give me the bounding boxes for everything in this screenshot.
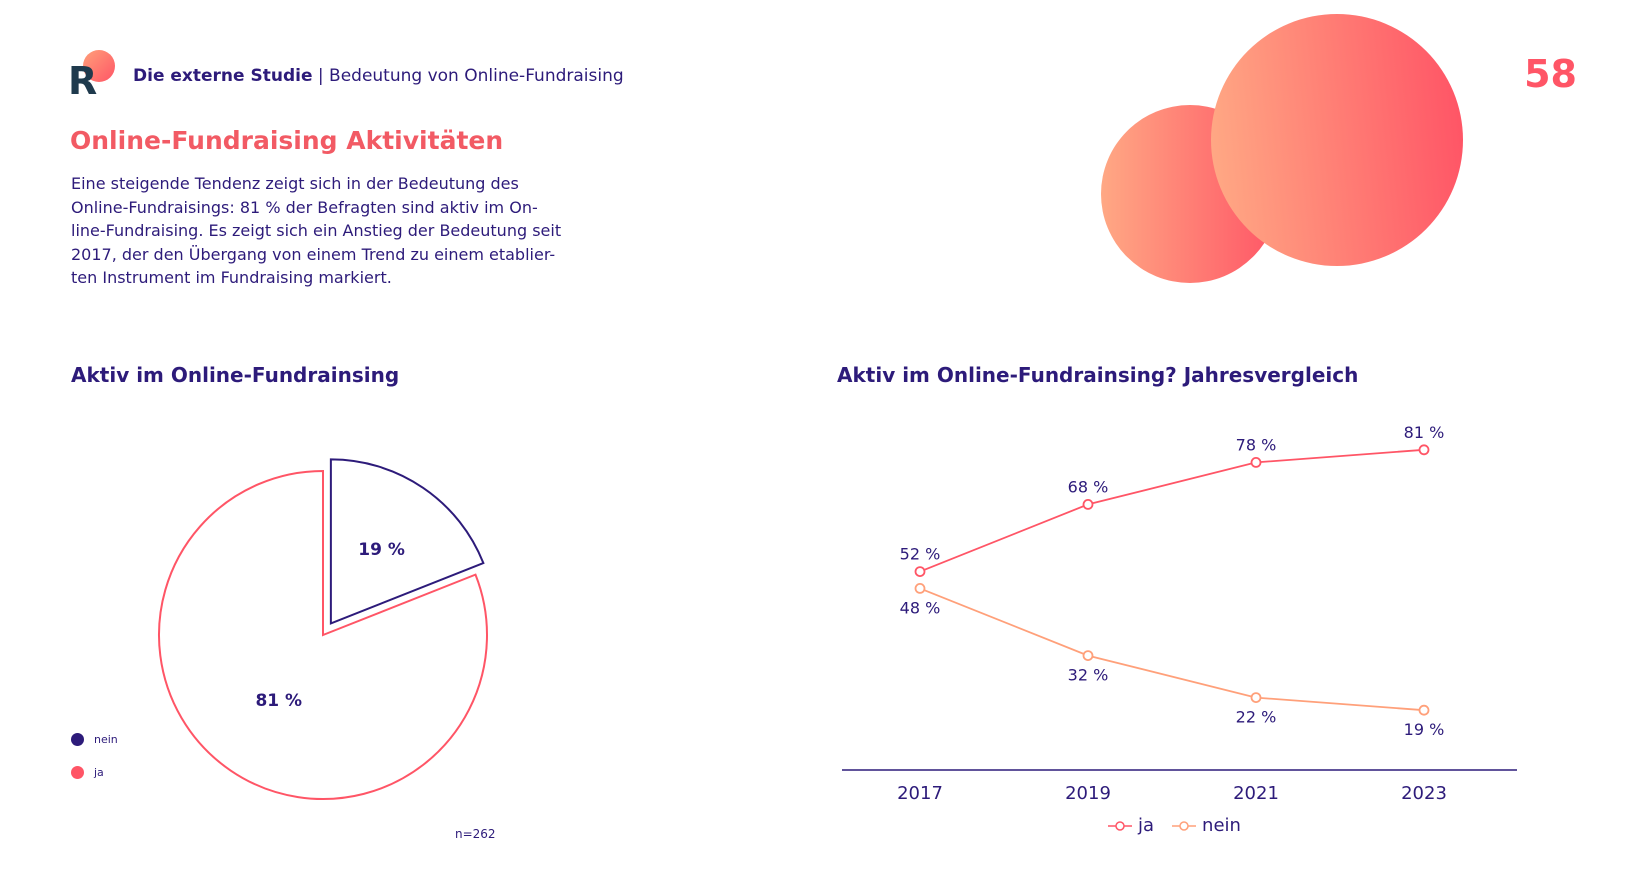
data-label-nein: 22 % bbox=[1236, 708, 1277, 727]
large-circle bbox=[1211, 14, 1463, 266]
sample-size-note: n=262 bbox=[455, 827, 496, 841]
legend-marker-nein-icon bbox=[1172, 820, 1197, 831]
x-tick-label: 2021 bbox=[1233, 783, 1279, 804]
page-number: 58 bbox=[1524, 52, 1577, 96]
series-line-nein bbox=[919, 587, 1425, 712]
line-legend-label-nein: nein bbox=[1202, 815, 1241, 836]
data-point-ja bbox=[1418, 444, 1430, 456]
intro-line: 2017, der den Übergang von einem Trend z… bbox=[71, 244, 556, 264]
data-point-nein bbox=[1082, 650, 1094, 662]
legend-marker-ja-icon bbox=[1108, 820, 1132, 831]
data-label-nein: 19 % bbox=[1404, 720, 1445, 739]
legend-label-ja: ja bbox=[94, 766, 104, 779]
intro-line: line-Fundraising. Es zeigt sich ein Anst… bbox=[71, 221, 562, 240]
line-legend-item-ja: ja bbox=[1108, 815, 1154, 836]
data-label-nein: 32 % bbox=[1068, 666, 1109, 685]
pie-chart-title: Aktiv im Online-Fundrainsing bbox=[71, 363, 400, 387]
decorative-circles bbox=[1100, 10, 1470, 290]
data-point-nein bbox=[914, 582, 926, 594]
pie-legend-item-ja: ja bbox=[71, 766, 104, 779]
header-topic: Bedeutung von Online-Fundraising bbox=[329, 66, 624, 86]
data-label-ja: 52 % bbox=[900, 545, 941, 564]
pie-label-ja: 81 % bbox=[255, 691, 302, 711]
legend-swatch-ja bbox=[71, 766, 84, 779]
legend-swatch-nein bbox=[71, 733, 84, 746]
x-tick-label: 2023 bbox=[1401, 783, 1447, 804]
line-legend-label-ja: ja bbox=[1138, 815, 1155, 836]
line-chart-title: Aktiv im Online-Fundrainsing? Jahresverg… bbox=[837, 363, 1359, 387]
data-point-ja bbox=[914, 566, 926, 578]
x-tick-label: 2017 bbox=[897, 783, 943, 804]
intro-line: Eine steigende Tendenz zeigt sich in der… bbox=[71, 174, 519, 193]
data-point-nein bbox=[1250, 692, 1262, 704]
data-label-ja: 81 % bbox=[1404, 423, 1445, 442]
data-point-ja bbox=[1250, 457, 1262, 468]
logo-letter: R bbox=[68, 59, 97, 96]
data-point-ja bbox=[1082, 499, 1094, 510]
legend-label-nein: nein bbox=[94, 733, 118, 746]
data-point-nein bbox=[1418, 704, 1430, 716]
page-title: Online-Fundraising Aktivitäten bbox=[70, 126, 504, 155]
data-label-ja: 68 % bbox=[1068, 477, 1109, 496]
header-study: Die externe Studie bbox=[133, 66, 313, 86]
pie-label-nein: 19 % bbox=[358, 540, 405, 560]
header-separator: | bbox=[312, 66, 330, 86]
data-label-nein: 48 % bbox=[900, 598, 941, 617]
logo: R bbox=[68, 48, 118, 96]
data-label-ja: 78 % bbox=[1236, 435, 1277, 454]
header-breadcrumb: Die externe Studie | Bedeutung von Onlin… bbox=[133, 66, 624, 86]
intro-line: Online-Fundraisings: 81 % der Befragten … bbox=[71, 197, 538, 217]
x-tick-label: 2019 bbox=[1065, 783, 1111, 804]
pie-chart: 19 % 81 % bbox=[158, 458, 488, 800]
pie-slice-nein bbox=[329, 458, 485, 625]
intro-line: ten Instrument im Fundraising markiert. bbox=[71, 268, 392, 287]
line-legend: ja nein bbox=[1108, 815, 1241, 836]
series-line-ja bbox=[919, 448, 1425, 573]
line-legend-item-nein: nein bbox=[1172, 815, 1241, 836]
pie-legend-item-nein: nein bbox=[71, 733, 118, 746]
line-chart: 2017 2019 2021 2023 52 % 68 % 78 % 81 % 48 % 32 %… bbox=[842, 423, 1517, 804]
intro-text: Eine steigende Tendenz zeigt sich in der… bbox=[71, 172, 561, 290]
pie-slice-ja bbox=[158, 469, 488, 800]
